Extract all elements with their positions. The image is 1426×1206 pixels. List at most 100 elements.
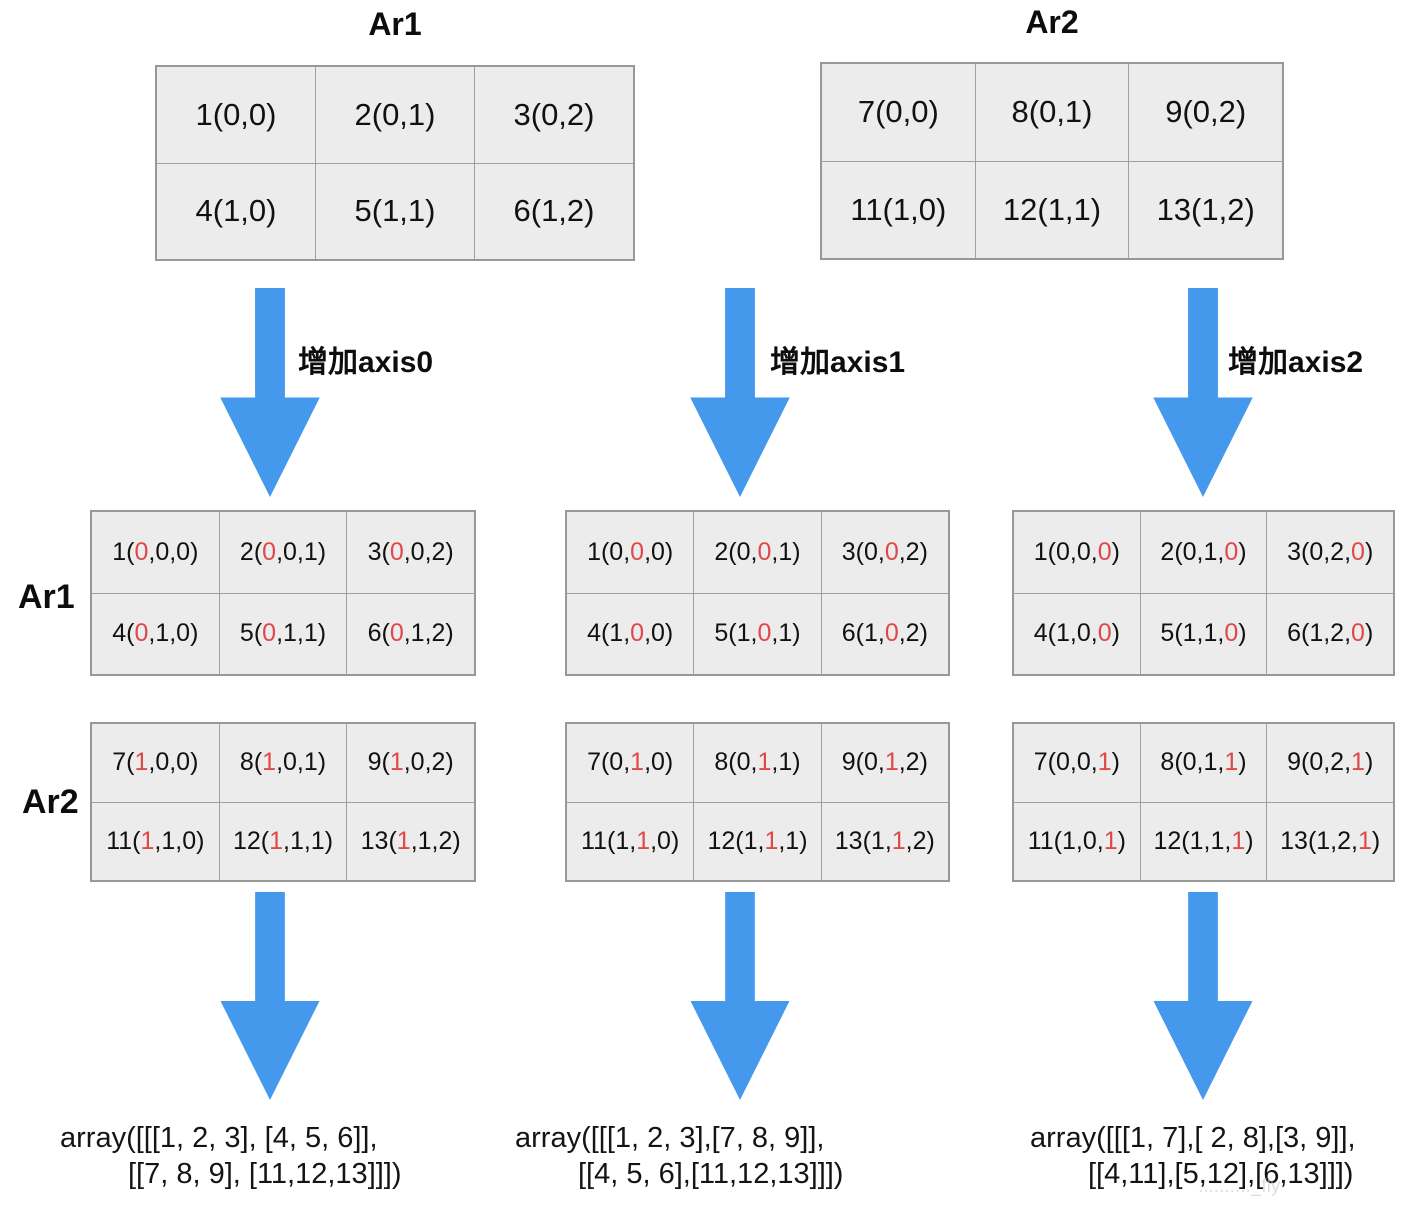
cell-text: ) bbox=[1364, 748, 1374, 777]
cell-text: ) bbox=[1364, 537, 1374, 566]
result-axis1-line1: array([[[1, 2, 3],[7, 8, 9]], bbox=[515, 1122, 825, 1154]
cell-text: 4( bbox=[112, 619, 135, 648]
cell-text: ,1,1) bbox=[283, 826, 334, 855]
table-cell: 9(0, 1,2) bbox=[820, 724, 948, 802]
cell-text: ) bbox=[1238, 619, 1247, 648]
table-cell: 8(0,1,1) bbox=[1139, 724, 1267, 802]
table-cell: 3(0,0,2) bbox=[820, 512, 948, 593]
highlighted-axis-index: 0 bbox=[757, 537, 772, 566]
table-cell: 11(1,0, 1) bbox=[1014, 803, 1140, 881]
cell-text: 3( bbox=[367, 537, 390, 566]
cell-text: 8(0, bbox=[714, 748, 758, 777]
highlighted-axis-index: 1 bbox=[389, 748, 404, 777]
cell-text: 11(1, bbox=[581, 826, 637, 855]
cell-text: 6(1,2, bbox=[1287, 619, 1352, 648]
cell-text: 7( bbox=[112, 748, 135, 777]
cell-text: 8( bbox=[239, 748, 263, 777]
cell-text: ,0) bbox=[644, 619, 674, 648]
cell-text: 7(0,0, bbox=[1033, 748, 1098, 777]
down-arrow-icon bbox=[1153, 288, 1253, 497]
cell-text: ,0,2) bbox=[403, 748, 454, 777]
table-cell: 2(0,0,1) bbox=[693, 512, 820, 593]
highlighted-axis-index: 1 bbox=[140, 826, 155, 855]
table-cell: 2(0,0,1) bbox=[218, 512, 347, 593]
cell-text: ) bbox=[1364, 619, 1374, 648]
table-row: 7(0,0, 1) 8(0,1, 1) 9(0,2, 1) bbox=[1014, 724, 1393, 802]
highlighted-axis-index: 1 bbox=[1097, 748, 1112, 777]
table-title-ar2: Ar2 bbox=[1025, 4, 1079, 40]
table-cell: 4(1,0,0) bbox=[567, 594, 693, 675]
cell-text: ,1,2) bbox=[403, 619, 454, 648]
matrix-table-ar1-axis0: 1(0,0,0) 2(0,0,1) 3(0,0,2) 4(0,1,0) 5(0,1,1)… bbox=[90, 510, 476, 676]
arrow-label-axis0: 增加axis0 bbox=[298, 346, 434, 379]
cell-text: 3(0,2, bbox=[1287, 537, 1352, 566]
highlighted-axis-index: 0 bbox=[1351, 537, 1365, 566]
highlighted-axis-index: 0 bbox=[1097, 619, 1112, 648]
highlighted-axis-index: 0 bbox=[389, 537, 404, 566]
highlighted-axis-index: 1 bbox=[1357, 826, 1372, 855]
cell-text: ) bbox=[1371, 826, 1381, 855]
cell-text: ,2) bbox=[898, 748, 928, 777]
highlighted-axis-index: 0 bbox=[630, 619, 645, 648]
result-axis2-line1: array([[[1, 7],[ 2, 8],[3, 9]], bbox=[1030, 1122, 1356, 1154]
cell-text: ,0,0) bbox=[148, 748, 199, 777]
highlighted-axis-index: 0 bbox=[134, 537, 149, 566]
down-arrow-icon bbox=[220, 892, 320, 1100]
row-label-ar2: Ar2 bbox=[22, 783, 79, 821]
matrix-table-ar2-source: 7(0,0) 8(0,1) 9(0,2) 11(1,0) 12(1,1) 13(1,2) bbox=[820, 62, 1284, 260]
result-axis1-line2: [[4, 5, 6],[11,12,13]]]) bbox=[578, 1158, 844, 1190]
cell-text: ) bbox=[1111, 619, 1120, 648]
table-row: 1(0,0) 2(0,1) 3(0,2) bbox=[157, 67, 633, 163]
highlighted-axis-index: 1 bbox=[1224, 748, 1239, 777]
cell-text: ,0) bbox=[650, 826, 680, 855]
table-cell: 1(0,0,0) bbox=[92, 512, 219, 593]
arrow-label-axis1: 增加axis1 bbox=[770, 346, 906, 379]
cell-text: ,1,0) bbox=[154, 826, 205, 855]
watermark: .........._fly bbox=[1198, 1176, 1281, 1197]
table-row: 11(1,0, 1) 12(1,1, 1) 13(1,2, 1) bbox=[1014, 801, 1393, 881]
table-row: 4(1,0, 0) 5(1,1, 0) 6(1,2, 0) bbox=[1014, 592, 1393, 674]
table-cell: 1(0,0,0) bbox=[1014, 512, 1140, 593]
arrow-label-axis2: 增加axis2 bbox=[1228, 346, 1364, 379]
matrix-table-ar2-axis1: 7(0, 1,0) 8(0, 1,1) 9(0, 1,2) 11(1, 1,0) 12(1, 1,… bbox=[565, 722, 950, 882]
cell-text: 13(1, bbox=[834, 826, 892, 855]
cell-text: 13( bbox=[360, 826, 397, 855]
table-cell: 13(1,2) bbox=[1128, 161, 1282, 258]
highlighted-axis-index: 0 bbox=[1224, 619, 1239, 648]
cell-text: 4(1,0, bbox=[1033, 619, 1098, 648]
table-cell: 5(1,1) bbox=[315, 163, 474, 259]
table-cell: 12(1,1) bbox=[974, 161, 1129, 258]
cell-text: 5(1,1, bbox=[1160, 619, 1225, 648]
cell-text: ,1,0) bbox=[148, 619, 199, 648]
table-row: 4(0,1,0) 5(0,1,1) 6(0,1,2) bbox=[92, 592, 474, 674]
cell-text: ,0,0) bbox=[148, 537, 199, 566]
table-row: 11(1,0) 12(1,1) 13(1,2) bbox=[822, 160, 1282, 258]
table-cell: 11(1,0) bbox=[850, 191, 947, 227]
table-cell: 8(1,0,1) bbox=[218, 724, 347, 802]
table-cell: 4(1,0) bbox=[195, 193, 277, 229]
highlighted-axis-index: 0 bbox=[1224, 537, 1239, 566]
table-cell: 1(0,0,0) bbox=[567, 512, 693, 593]
table-row: 11(1,1,0)12(1,1,1)13(1,1,2) bbox=[92, 801, 474, 880]
cell-text: 1(0,0, bbox=[1033, 537, 1098, 566]
cell-text: 6(1, bbox=[841, 619, 885, 648]
highlighted-axis-index: 1 bbox=[764, 826, 779, 855]
cell-text: ,1,1) bbox=[276, 619, 327, 648]
cell-text: 13(1,2, bbox=[1280, 826, 1358, 855]
down-arrow-icon bbox=[1153, 892, 1253, 1100]
cell-text: ,1) bbox=[771, 619, 801, 648]
table-cell: 7(0, 1,0) bbox=[567, 724, 693, 802]
table-cell: 5(1, 0,1) bbox=[693, 593, 820, 674]
table-row: 7(1,0,0) 8(1,0,1) 9(1,0,2) bbox=[92, 724, 474, 802]
table-cell: 11(1,1,0) bbox=[567, 803, 693, 881]
cell-text: ,0) bbox=[644, 748, 674, 777]
cell-text: ,2) bbox=[898, 537, 928, 566]
highlighted-axis-index: 0 bbox=[884, 619, 899, 648]
cell-text: ,0,1) bbox=[276, 537, 327, 566]
highlighted-axis-index: 1 bbox=[884, 748, 899, 777]
table-cell: 8(0,1,1) bbox=[693, 724, 820, 802]
result-axis2-line2: [[4,11],[5,12],[6,13]]]) bbox=[1088, 1158, 1354, 1190]
cell-text: 8(0,1, bbox=[1160, 748, 1225, 777]
result-axis0-line2: [[7, 8, 9], [11,12,13]]]) bbox=[128, 1158, 402, 1190]
